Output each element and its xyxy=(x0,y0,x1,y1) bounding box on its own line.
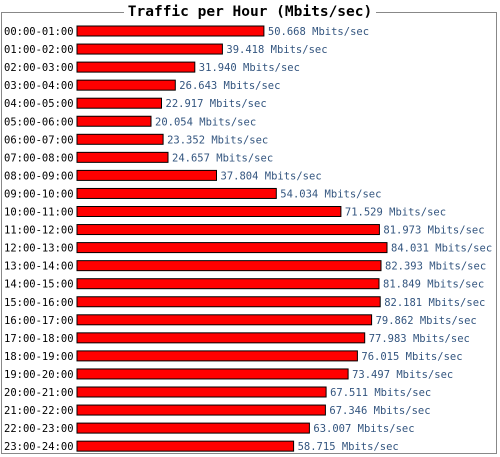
traffic-bar xyxy=(76,151,169,163)
traffic-bar xyxy=(76,350,358,362)
traffic-bar xyxy=(76,260,382,272)
traffic-bar xyxy=(76,25,265,37)
chart-title-container: Traffic per Hour (Mbits/sec) xyxy=(0,3,500,21)
value-label: 77.983 Mbits/sec xyxy=(369,333,470,345)
value-label: 81.973 Mbits/sec xyxy=(383,225,484,237)
value-label: 84.031 Mbits/sec xyxy=(391,243,492,255)
hour-label: 21:00-22:00 xyxy=(4,405,74,417)
value-label: 82.393 Mbits/sec xyxy=(385,261,486,273)
hour-label: 05:00-06:00 xyxy=(4,116,74,128)
traffic-bar xyxy=(76,43,223,55)
traffic-bar xyxy=(76,278,380,290)
value-label: 63.007 Mbits/sec xyxy=(313,423,414,435)
hour-label: 22:00-23:00 xyxy=(4,423,74,435)
value-label: 50.668 Mbits/sec xyxy=(268,26,369,38)
value-label: 54.034 Mbits/sec xyxy=(280,188,381,200)
traffic-bar xyxy=(76,332,366,344)
value-label: 20.054 Mbits/sec xyxy=(155,116,256,128)
hour-label: 18:00-19:00 xyxy=(4,351,74,363)
traffic-bar xyxy=(76,368,349,380)
hour-label: 19:00-20:00 xyxy=(4,369,74,381)
traffic-bar xyxy=(76,242,388,254)
value-label: 82.181 Mbits/sec xyxy=(384,297,485,309)
hour-label: 02:00-03:00 xyxy=(4,62,74,74)
value-label: 24.657 Mbits/sec xyxy=(172,152,273,164)
traffic-bar xyxy=(76,404,326,416)
traffic-bar xyxy=(76,187,277,199)
traffic-bar xyxy=(76,61,196,73)
value-label: 67.346 Mbits/sec xyxy=(329,405,430,417)
hour-label: 12:00-13:00 xyxy=(4,243,74,255)
traffic-bar xyxy=(76,440,295,452)
value-label: 71.529 Mbits/sec xyxy=(345,207,446,219)
hour-label: 07:00-08:00 xyxy=(4,152,74,164)
traffic-bar xyxy=(76,79,176,91)
hour-label: 04:00-05:00 xyxy=(4,98,74,110)
value-label: 23.352 Mbits/sec xyxy=(167,134,268,146)
value-label: 76.015 Mbits/sec xyxy=(361,351,462,363)
traffic-bar xyxy=(76,422,310,434)
hour-label: 23:00-24:00 xyxy=(4,441,74,453)
hour-label: 20:00-21:00 xyxy=(4,387,74,399)
value-label: 26.643 Mbits/sec xyxy=(179,80,280,92)
hour-label: 09:00-10:00 xyxy=(4,188,74,200)
hour-label: 13:00-14:00 xyxy=(4,261,74,273)
traffic-bar xyxy=(76,115,152,127)
value-label: 58.715 Mbits/sec xyxy=(298,441,399,453)
hour-label: 10:00-11:00 xyxy=(4,207,74,219)
traffic-bar xyxy=(76,314,373,326)
traffic-bar xyxy=(76,97,162,109)
traffic-bar xyxy=(76,133,164,145)
value-label: 31.940 Mbits/sec xyxy=(199,62,300,74)
value-label: 22.917 Mbits/sec xyxy=(166,98,267,110)
traffic-bar xyxy=(76,386,327,398)
hour-label: 14:00-15:00 xyxy=(4,279,74,291)
chart-title: Traffic per Hour (Mbits/sec) xyxy=(123,4,377,20)
hour-label: 15:00-16:00 xyxy=(4,297,74,309)
traffic-bar xyxy=(76,224,380,236)
value-label: 73.497 Mbits/sec xyxy=(352,369,453,381)
hour-label: 16:00-17:00 xyxy=(4,315,74,327)
hour-label: 08:00-09:00 xyxy=(4,170,74,182)
hour-label: 00:00-01:00 xyxy=(4,26,74,38)
traffic-bar xyxy=(76,206,342,217)
value-label: 67.511 Mbits/sec xyxy=(330,387,431,399)
traffic-bar xyxy=(76,296,381,308)
traffic-bar xyxy=(76,169,217,181)
hour-label: 11:00-12:00 xyxy=(4,225,74,237)
hour-label: 03:00-04:00 xyxy=(4,80,74,92)
hour-label: 06:00-07:00 xyxy=(4,134,74,146)
value-label: 79.862 Mbits/sec xyxy=(376,315,477,327)
hour-label: 01:00-02:00 xyxy=(4,44,74,56)
value-label: 81.849 Mbits/sec xyxy=(383,279,484,291)
hour-label: 17:00-18:00 xyxy=(4,333,74,345)
value-label: 37.804 Mbits/sec xyxy=(221,170,322,182)
value-label: 39.418 Mbits/sec xyxy=(226,44,327,56)
